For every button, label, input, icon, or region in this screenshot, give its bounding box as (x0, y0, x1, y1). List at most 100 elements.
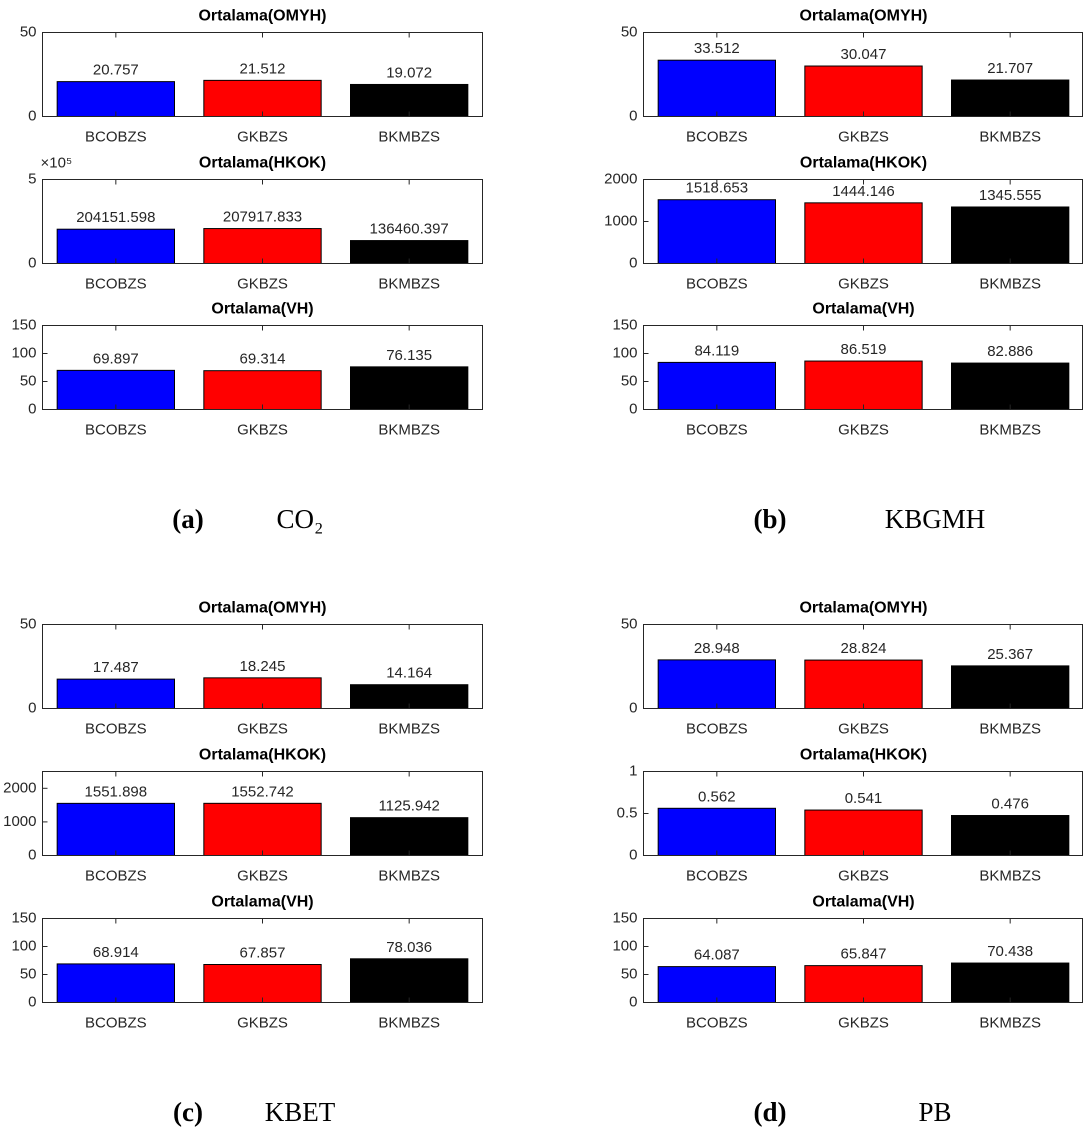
chart-title: Ortalama(VH) (211, 894, 313, 911)
value-label: 86.519 (841, 341, 887, 358)
y-tick-label: 100 (11, 344, 36, 361)
x-tick-label: BCOBZS (85, 867, 147, 884)
value-label: 0.541 (845, 790, 883, 807)
bar (203, 370, 322, 411)
x-tick-label: BKMBZS (979, 867, 1041, 884)
value-label: 17.487 (93, 659, 139, 676)
y-tick-label: 150 (11, 316, 36, 333)
y-tick-label: 0 (629, 400, 637, 417)
value-label: 0.562 (698, 788, 736, 805)
value-label: 82.886 (987, 343, 1033, 360)
value-label: 14.164 (386, 665, 432, 682)
x-tick-label: BCOBZS (85, 421, 147, 438)
bar (657, 59, 777, 117)
y-tick-label: 2000 (3, 779, 36, 796)
x-tick-label: BKMBZS (378, 128, 440, 145)
bar (56, 81, 176, 118)
bar (350, 817, 469, 856)
y-tick-label: 50 (20, 372, 37, 389)
value-label: 21.512 (240, 60, 286, 77)
x-tick-label: GKBZS (838, 421, 889, 438)
panel-label: (c) (173, 1097, 203, 1127)
value-label: 64.087 (694, 947, 740, 964)
value-label: 136460.397 (370, 221, 449, 238)
value-label: 69.897 (93, 350, 139, 367)
bar (657, 199, 777, 264)
chart-title: Ortalama(VH) (812, 894, 914, 911)
bar (804, 65, 923, 117)
x-tick-label: BKMBZS (378, 720, 440, 737)
panel-caption: KBGMH (885, 504, 986, 534)
x-tick-label: GKBZS (237, 867, 288, 884)
x-tick-label: BKMBZS (378, 1014, 440, 1031)
x-tick-label: BKMBZS (979, 128, 1041, 145)
y-tick-label: 50 (621, 372, 638, 389)
y-tick-label: 0 (28, 400, 36, 417)
x-tick-label: GKBZS (237, 128, 288, 145)
x-tick-label: GKBZS (838, 1014, 889, 1031)
x-tick-label: GKBZS (838, 720, 889, 737)
y-tick-label: 50 (621, 23, 638, 40)
value-label: 68.914 (93, 944, 139, 961)
x-tick-label: BCOBZS (85, 1014, 147, 1031)
x-tick-label: BCOBZS (686, 421, 748, 438)
value-label: 25.367 (987, 646, 1033, 663)
x-tick-label: BCOBZS (85, 128, 147, 145)
x-tick-label: GKBZS (838, 275, 889, 292)
axes-box (42, 179, 483, 264)
chart-title: Ortalama(OMYH) (198, 600, 326, 617)
x-tick-label: BCOBZS (686, 275, 748, 292)
y-tick-label: 50 (621, 965, 638, 982)
bar (203, 964, 322, 1003)
y-tick-label: 5 (28, 170, 36, 187)
y-tick-label: 150 (612, 909, 637, 926)
y-tick-label: 0 (28, 993, 36, 1010)
bar (951, 206, 1070, 265)
y-tick-label: 1 (629, 762, 637, 779)
y-tick-label: 0 (28, 254, 36, 271)
y-tick-label: 100 (612, 344, 637, 361)
value-label: 0.476 (991, 795, 1029, 812)
value-label: 28.824 (841, 640, 887, 657)
value-label: 207917.833 (223, 209, 302, 226)
y-tick-label: 150 (612, 316, 637, 333)
value-label: 1518.653 (686, 180, 749, 197)
value-label: 1345.555 (979, 187, 1042, 204)
value-label: 33.512 (694, 40, 740, 57)
value-label: 84.119 (694, 342, 739, 359)
panel-caption: CO₂ (277, 504, 324, 534)
y-tick-label: 150 (11, 909, 36, 926)
panel-label: (a) (172, 504, 203, 534)
bar (951, 362, 1070, 410)
chart-title: Ortalama(HKOK) (800, 155, 927, 172)
value-label: 78.036 (386, 939, 432, 956)
value-label: 18.245 (240, 658, 286, 675)
y-tick-label: 0 (629, 254, 637, 271)
x-tick-label: BKMBZS (378, 275, 440, 292)
y-tick-label: 50 (20, 965, 37, 982)
value-label: 204151.598 (76, 209, 155, 226)
y-tick-label: 0 (629, 699, 637, 716)
y-tick-label: 50 (20, 23, 37, 40)
x-tick-label: BKMBZS (979, 275, 1041, 292)
bar (804, 809, 923, 857)
axes-box (42, 325, 483, 410)
y-tick-label: 0 (629, 846, 637, 863)
bar (951, 665, 1070, 709)
y-tick-label: 0.5 (617, 804, 638, 821)
value-label: 21.707 (987, 60, 1033, 77)
panel-caption: PB (918, 1097, 951, 1127)
value-label: 1552.742 (231, 783, 294, 800)
bar (56, 369, 176, 410)
chart-title: Ortalama(VH) (812, 301, 914, 318)
chart-title: Ortalama(HKOK) (199, 155, 326, 172)
value-label: 65.847 (841, 946, 887, 963)
bar (203, 79, 322, 117)
x-tick-label: GKBZS (237, 421, 288, 438)
value-label: 67.857 (240, 944, 286, 961)
panel-label: (d) (754, 1097, 787, 1127)
value-label: 69.314 (240, 351, 286, 368)
bar (56, 228, 176, 264)
